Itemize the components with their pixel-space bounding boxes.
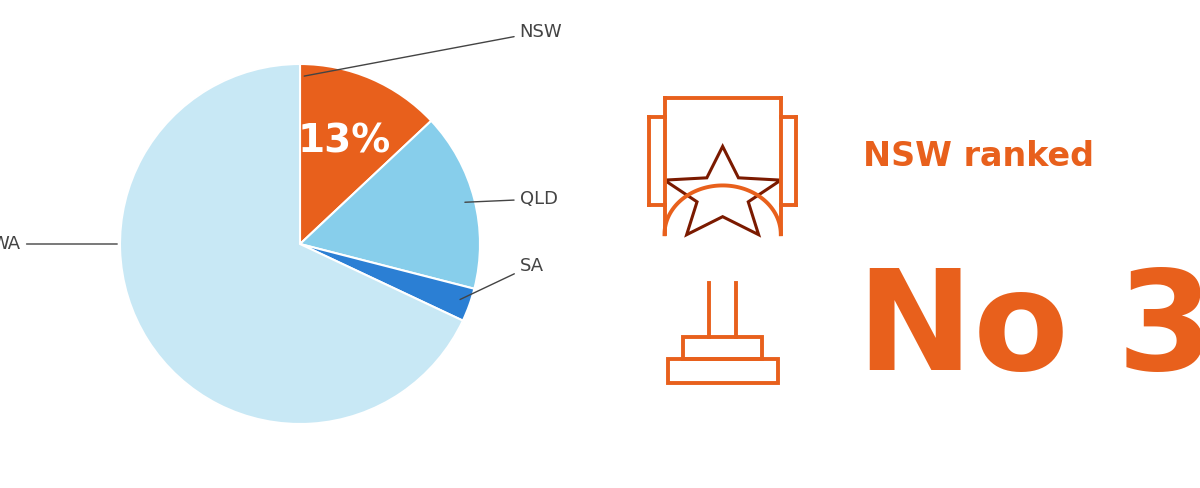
Text: NSW ranked: NSW ranked: [864, 140, 1094, 173]
Wedge shape: [300, 244, 474, 321]
Text: NSW: NSW: [304, 22, 563, 76]
Text: QLD: QLD: [464, 190, 558, 208]
Wedge shape: [300, 64, 431, 244]
Wedge shape: [120, 64, 463, 424]
Text: SA: SA: [460, 257, 544, 300]
Wedge shape: [300, 121, 480, 289]
Text: 13%: 13%: [298, 122, 391, 161]
Text: WA: WA: [0, 235, 118, 253]
Text: No 3: No 3: [857, 264, 1200, 399]
